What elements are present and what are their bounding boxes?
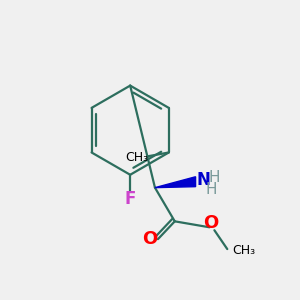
- Text: CH₃: CH₃: [125, 151, 149, 164]
- Text: CH₃: CH₃: [232, 244, 255, 256]
- Text: O: O: [203, 214, 218, 232]
- Text: O: O: [142, 230, 158, 248]
- Text: H: H: [206, 182, 217, 197]
- Polygon shape: [155, 177, 196, 188]
- Text: H: H: [208, 170, 220, 185]
- Text: F: F: [124, 190, 136, 208]
- Text: N: N: [196, 171, 210, 189]
